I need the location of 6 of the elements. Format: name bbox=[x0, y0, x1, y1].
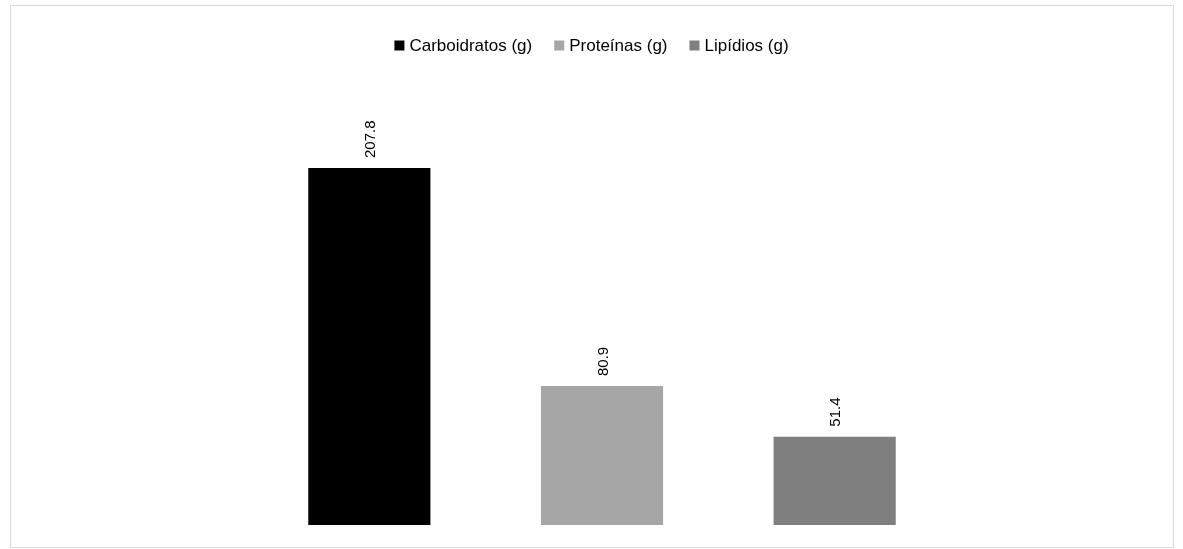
legend-label: Proteínas (g) bbox=[569, 36, 668, 55]
data-label: 80.9 bbox=[593, 346, 611, 377]
legend-label: Carboidratos (g) bbox=[409, 36, 533, 55]
data-label: 51.4 bbox=[826, 397, 844, 427]
data-label: 207.8 bbox=[360, 120, 378, 158]
legend-label: Lipídios (g) bbox=[704, 36, 789, 55]
